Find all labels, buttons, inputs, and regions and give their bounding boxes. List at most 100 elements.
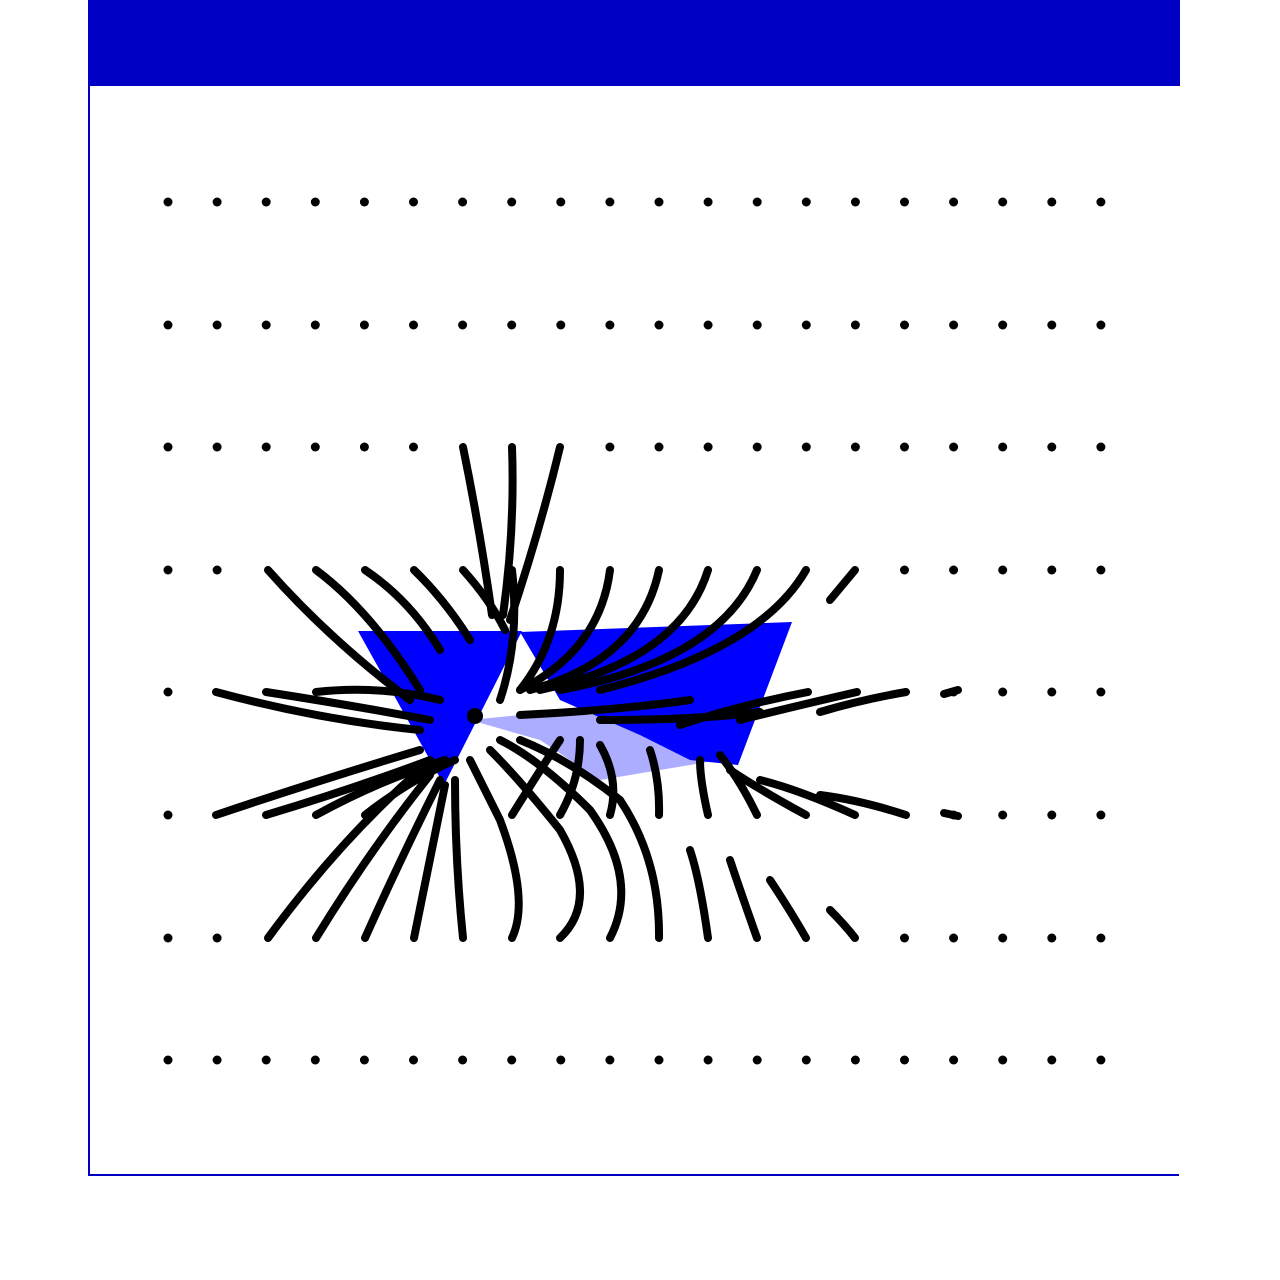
particle-dot — [654, 197, 664, 207]
particle-dot — [900, 1055, 909, 1065]
particle-dot — [752, 442, 762, 452]
particle-dot — [605, 1055, 615, 1065]
particle-dot — [949, 320, 959, 330]
particle-trail — [596, 566, 810, 694]
particle-trail — [212, 746, 424, 819]
particle-trail — [826, 566, 859, 604]
particle-trail — [459, 566, 509, 634]
particle-trail — [312, 566, 424, 694]
particle-dot — [163, 933, 173, 943]
particle-dot — [949, 197, 959, 207]
particle-dot — [850, 320, 860, 330]
particle-dot — [212, 320, 222, 330]
particle-dot — [1096, 442, 1106, 452]
particle-trail — [756, 776, 859, 819]
particle-dot — [1047, 442, 1057, 452]
particle-dot — [801, 320, 811, 330]
triangle-shape — [358, 631, 522, 785]
particle-dot — [1047, 320, 1057, 330]
particle-dot — [998, 933, 1008, 943]
particle-dot — [703, 320, 713, 330]
particle-dot — [605, 442, 615, 452]
particle-trail — [736, 688, 861, 724]
particle-trail — [410, 566, 474, 644]
particle-dot — [458, 197, 468, 207]
particle-dot — [998, 320, 1008, 330]
particle-dot — [654, 442, 664, 452]
trapezoid-shape — [520, 622, 792, 765]
particle-dot — [654, 320, 664, 330]
particle-dot — [850, 197, 860, 207]
particle-dot — [949, 442, 959, 452]
particle-dot — [310, 320, 320, 330]
particle-dot — [556, 1055, 566, 1065]
particle-trail — [940, 686, 962, 698]
particle-trail — [312, 771, 434, 942]
particle-trail — [486, 746, 584, 942]
particle-trail — [466, 756, 523, 942]
particle-trail — [816, 688, 910, 716]
particle-dot — [850, 1055, 860, 1065]
particle-dot — [1096, 810, 1106, 820]
particle-dot — [900, 442, 909, 452]
center-marker — [467, 708, 483, 724]
particle-dot — [163, 197, 173, 207]
particle-dot — [998, 687, 1008, 697]
particle-trail — [499, 443, 517, 619]
particle-dot — [310, 197, 320, 207]
particle-dot — [212, 565, 222, 575]
particle-dot — [409, 320, 418, 330]
particle-trail — [496, 566, 519, 704]
particle-trail — [496, 736, 626, 942]
particle-dot — [507, 320, 517, 330]
particle-dot — [1096, 197, 1106, 207]
particle-dot — [752, 197, 762, 207]
particle-trail — [526, 566, 663, 694]
particle-trail — [262, 756, 434, 819]
particle-trail — [516, 566, 564, 694]
particle-dot — [900, 565, 909, 575]
particle-trail — [716, 751, 761, 819]
particle-trail — [816, 791, 910, 819]
particle-dot — [212, 197, 222, 207]
particle-dot — [1047, 687, 1057, 697]
particle-dot — [605, 320, 615, 330]
particle-dot — [359, 320, 369, 330]
particle-dot — [163, 320, 173, 330]
particle-dot — [654, 1055, 664, 1065]
particle-dot — [1096, 933, 1106, 943]
particle-dot — [1047, 197, 1057, 207]
particle-dot — [1096, 320, 1106, 330]
particle-trails — [212, 443, 962, 942]
particle-dot — [310, 1055, 320, 1065]
particle-dot — [359, 1055, 369, 1065]
particle-dot — [310, 442, 320, 452]
particle-dot — [703, 442, 713, 452]
particle-dot — [163, 810, 173, 820]
particle-dot — [998, 442, 1008, 452]
particle-dot — [212, 442, 222, 452]
particle-trail — [410, 781, 449, 942]
particle-dot — [507, 1055, 517, 1065]
particle-trail — [264, 766, 424, 942]
particle-dot — [703, 197, 713, 207]
particle-trail — [264, 566, 414, 704]
particle-dot — [163, 1055, 173, 1065]
particle-dot — [1047, 1055, 1057, 1065]
particle-trail — [451, 776, 467, 942]
particle-dot — [458, 320, 468, 330]
particle-dot — [261, 1055, 271, 1065]
particle-dot — [998, 565, 1008, 575]
particle-dot — [163, 687, 173, 697]
particle-dot — [998, 1055, 1008, 1065]
particle-trail — [312, 756, 449, 819]
particle-dot — [1096, 687, 1106, 697]
particle-trail — [312, 685, 444, 704]
particle-dot — [752, 1055, 762, 1065]
particle-dot — [900, 197, 909, 207]
particle-trail — [459, 443, 496, 619]
particle-trail — [646, 746, 664, 819]
particle-dot — [1047, 933, 1057, 943]
particle-trail — [676, 688, 812, 729]
particle-trail — [516, 736, 664, 942]
